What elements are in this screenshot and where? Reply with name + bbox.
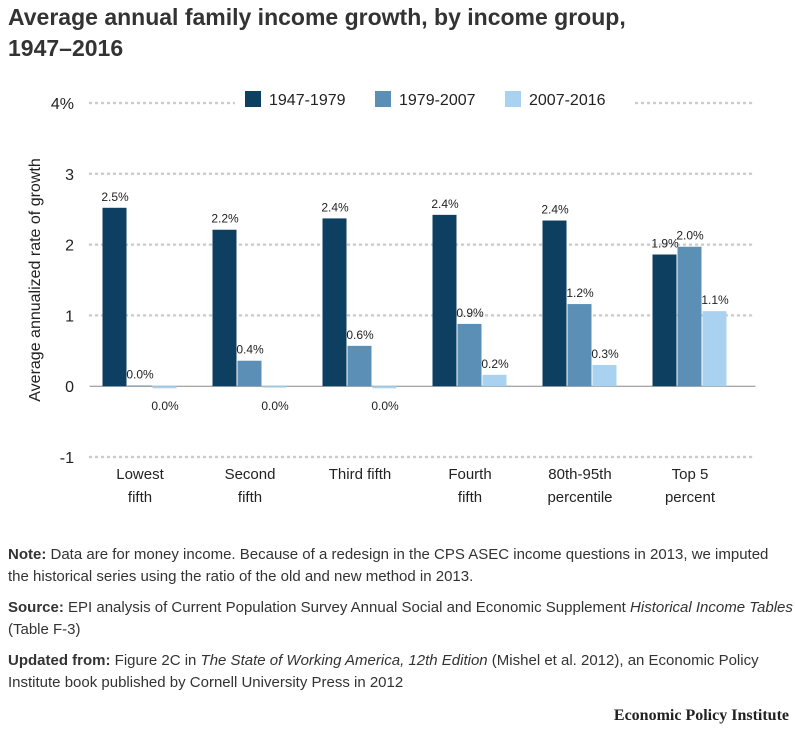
note-text: Figure 2C in: [114, 652, 201, 669]
legend-label: 1979-2007: [399, 92, 476, 109]
bar: [592, 364, 617, 387]
data-label: 2.4%: [541, 203, 569, 217]
legend-swatch: [375, 91, 391, 107]
y-tick-label: 2: [65, 238, 74, 255]
data-label: 0.2%: [481, 357, 509, 371]
data-label: 0.0%: [371, 399, 399, 413]
bar: [152, 386, 177, 389]
notes: Note: Data are for money income. Because…: [8, 544, 793, 703]
data-label: 2.2%: [211, 212, 239, 226]
y-axis-label: Average annualized rate of growth: [27, 158, 44, 401]
legend-swatch: [245, 91, 261, 107]
bar: [457, 323, 482, 387]
note-text: Historical Income Tables: [630, 599, 793, 616]
bar: [347, 345, 372, 387]
note-text: (Mishel et al. 2012), an Economic Policy…: [8, 652, 759, 691]
bar: [677, 246, 702, 387]
bar: [127, 385, 152, 387]
bar: [567, 304, 592, 387]
legend-label: 1947-1979: [269, 92, 346, 109]
data-label: 2.5%: [101, 190, 129, 204]
bar: [652, 254, 677, 387]
data-label: 0.0%: [151, 399, 179, 413]
data-label: 0.9%: [456, 306, 484, 320]
y-tick-label: 1: [65, 308, 74, 325]
data-label: 0.0%: [126, 367, 154, 381]
note-label: Updated from:: [8, 652, 111, 669]
x-tick-label: Second fifth: [224, 466, 276, 506]
chart: Average annualized rate of growth -1 0 1 2 3…: [27, 85, 757, 467]
bar: [542, 220, 567, 387]
x-tick-label: Third fifth: [328, 466, 392, 483]
note-text: (Table F-3): [8, 621, 81, 638]
data-label: 0.6%: [346, 328, 374, 342]
chart-title: Average annual family income growth, by …: [8, 4, 626, 61]
note: Updated from: Figure 2C in The State of …: [8, 650, 793, 694]
data-label: 0.4%: [236, 343, 264, 357]
y-tick-label: 0: [65, 379, 74, 396]
data-label: 0.3%: [591, 347, 619, 361]
bar: [432, 214, 457, 387]
bar: [702, 311, 727, 387]
y-tick-label: 3: [65, 167, 74, 184]
bar: [212, 229, 237, 387]
x-tick-label: 80th-95th percentile: [547, 466, 613, 506]
x-tick-label: Lowest fifth: [116, 466, 164, 506]
x-tick-label: Fourth fifth: [448, 466, 492, 506]
note-text: Data are for money income. Because of a …: [8, 546, 769, 585]
bar: [372, 386, 397, 389]
y-tick-label: -1: [60, 450, 74, 467]
note: Source: EPI analysis of Current Populati…: [8, 597, 793, 641]
bar: [237, 360, 262, 387]
data-label: 1.1%: [701, 293, 729, 307]
y-tick-label: 4%: [51, 96, 74, 113]
data-label: 1.2%: [566, 286, 594, 300]
data-label: 2.4%: [431, 197, 459, 211]
data-label: 2.0%: [676, 229, 704, 243]
bar: [482, 374, 507, 387]
note-text: The State of Working America, 12th Editi…: [200, 652, 488, 669]
data-label: 0.0%: [261, 399, 289, 413]
data-label: 2.4%: [321, 200, 349, 214]
note-label: Note:: [8, 546, 47, 563]
bar: [102, 207, 127, 387]
data-label: 1.9%: [651, 237, 679, 251]
legend-background: [235, 85, 635, 115]
bar: [322, 218, 347, 387]
note-text: EPI analysis of Current Population Surve…: [68, 599, 631, 616]
legend-swatch: [505, 91, 521, 107]
bar: [262, 386, 287, 388]
legend-label: 2007-2016: [529, 92, 606, 109]
note: Note: Data are for money income. Because…: [8, 544, 793, 588]
x-tick-label: Top 5 percent: [664, 466, 716, 506]
note-label: Source:: [8, 599, 64, 616]
brand: Economic Policy Institute: [613, 707, 789, 724]
